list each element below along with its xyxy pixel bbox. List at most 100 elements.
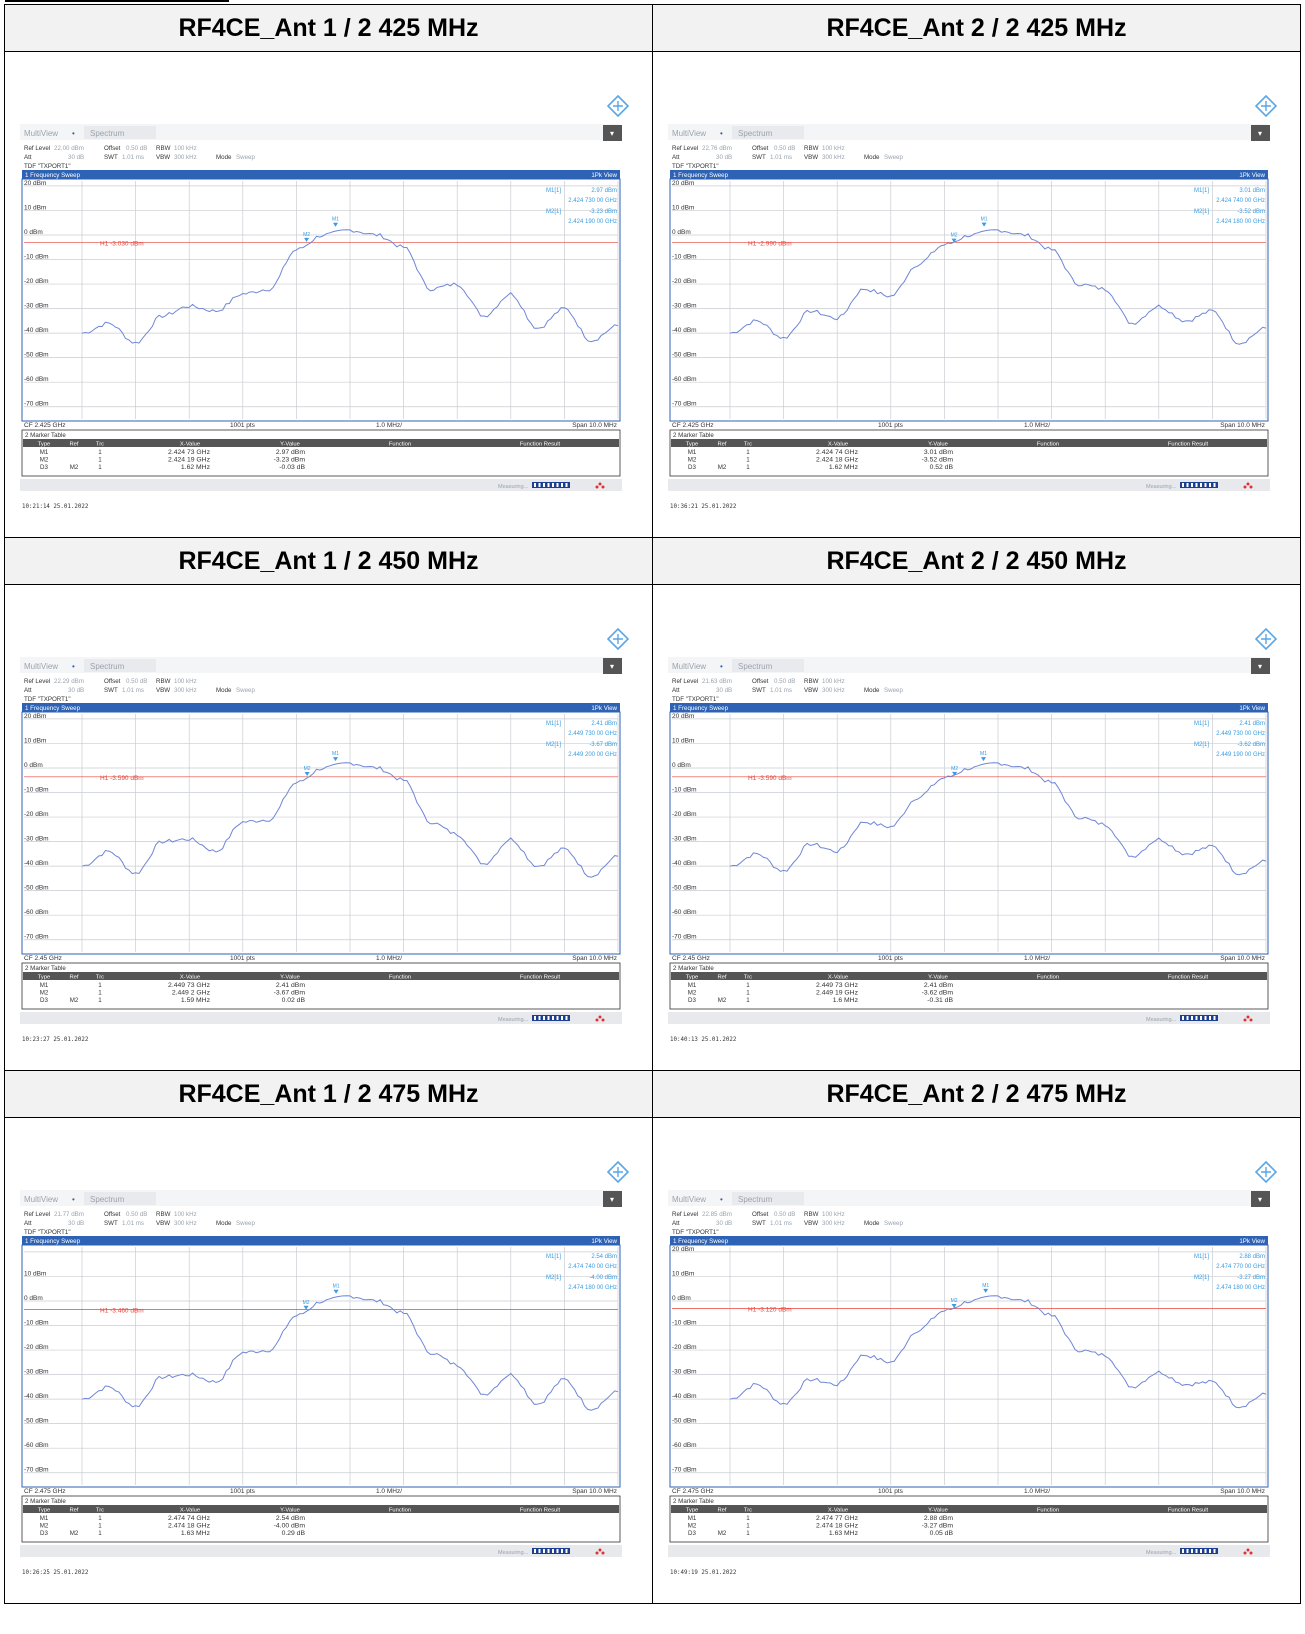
- sweep-header: [22, 1236, 620, 1245]
- timestamp: 10:36:21 25.01.2022: [670, 504, 736, 510]
- swt-value: 1.01 ms: [122, 687, 144, 694]
- tab-spectrum[interactable]: [84, 1192, 156, 1205]
- sweep-title: 1 Frequency Sweep: [25, 705, 81, 712]
- tab-spectrum[interactable]: [84, 126, 156, 139]
- m1-readout-freq: 2.424 740 00 GHz: [1216, 198, 1265, 204]
- analyzer-screenshot: MultiView • Spectrum ▾ Ref Level 22.76 dBm Off…: [668, 74, 1288, 514]
- m1-readout-level: 3.01 dBm: [1239, 188, 1265, 194]
- span-label: Span 10.0 MHz: [1220, 955, 1265, 962]
- span-label: Span 10.0 MHz: [1220, 422, 1265, 429]
- marker-table-title: 2 Marker Table: [25, 965, 66, 972]
- title-bar: [668, 124, 1268, 140]
- m2-readout-freq: 2.424 180 00 GHz: [1216, 219, 1265, 225]
- points-label: 1001 pts: [230, 955, 256, 962]
- marker-col-header: Ref: [717, 975, 726, 981]
- offset-value: 0.50 dB: [126, 678, 147, 685]
- m1-readout-name: M1[1]: [546, 188, 561, 194]
- panel-title: RF4CE_Ant 1 / 2 425 MHz: [4, 4, 653, 52]
- sweep-title: 1 Frequency Sweep: [673, 172, 729, 179]
- y-tick-label: -30 dBm: [24, 303, 49, 310]
- offset-label: Offset: [104, 1211, 121, 1218]
- marker-col-header: Ref: [69, 1508, 78, 1514]
- collapse-button[interactable]: [1251, 125, 1270, 141]
- marker-col-header: Trc: [744, 975, 752, 981]
- y-tick-label: 10 dBm: [672, 1270, 694, 1277]
- marker-row-trc: 1: [98, 1515, 102, 1522]
- m2-readout-name: M2[1]: [1194, 742, 1209, 748]
- plot-frame: [21, 1244, 621, 1488]
- att-label: Att: [672, 154, 680, 161]
- marker-row-x: 2.474 18 GHz: [816, 1523, 859, 1530]
- marker-row-y: 0.29 dB: [282, 1530, 306, 1537]
- marker-col-header: Function: [389, 442, 411, 448]
- marker-row-trc: 1: [98, 1530, 102, 1537]
- mode-value: Sweep: [884, 1220, 903, 1227]
- marker-row-ref: M2: [718, 997, 727, 1004]
- points-label: 1001 pts: [230, 1488, 256, 1495]
- measuring-status: Measuring...: [1146, 484, 1177, 490]
- ref-level-label: Ref Level: [672, 1211, 698, 1218]
- marker-col-header: Type: [38, 1508, 51, 1514]
- y-tick-label: 0 dBm: [672, 762, 691, 769]
- h1-label: H1 -3.120 dBm: [748, 1307, 792, 1314]
- analyzer-svg: MultiView • Spectrum ▾ Ref Level 21.63 dBm Off…: [668, 627, 1278, 1043]
- panel-cell: MultiView • Spectrum ▾ Ref Level 21.77 dBm Off…: [4, 1117, 653, 1604]
- marker-row-y: -4.00 dBm: [274, 1523, 306, 1530]
- marker-row-y: 2.41 dBm: [924, 982, 953, 989]
- marker-label: M2: [303, 1300, 310, 1306]
- pk-view-label: 1Pk View: [1239, 705, 1265, 712]
- marker-label: M1: [332, 217, 339, 223]
- y-tick-label: -70 dBm: [672, 934, 697, 941]
- y-tick-label: -40 dBm: [24, 860, 49, 867]
- status-bar: [668, 1012, 1270, 1024]
- att-label: Att: [24, 1220, 32, 1227]
- marker-point: [951, 1304, 957, 1309]
- sweep-title: 1 Frequency Sweep: [25, 172, 81, 179]
- marker-col-header: Ref: [69, 442, 78, 448]
- offset-value: 0.50 dB: [774, 678, 795, 685]
- tab-spectrum[interactable]: [84, 659, 156, 672]
- marker-row-type: D3: [40, 997, 48, 1004]
- marker-row-type: D3: [40, 464, 48, 471]
- marker-row-type: M1: [40, 1515, 49, 1522]
- y-tick-label: -30 dBm: [672, 1369, 697, 1376]
- att-label: Att: [24, 687, 32, 694]
- plot-frame: [21, 711, 621, 955]
- y-tick-label: -40 dBm: [24, 1393, 49, 1400]
- rbw-value: 100 kHz: [174, 678, 197, 685]
- tab-spectrum[interactable]: [732, 659, 804, 672]
- span-label: Span 10.0 MHz: [1220, 1488, 1265, 1495]
- att-value: 30 dB: [68, 687, 84, 694]
- trace-line: [81, 229, 619, 344]
- collapse-button[interactable]: [1251, 1191, 1270, 1207]
- collapse-button[interactable]: [603, 125, 622, 141]
- marker-label: M2: [303, 232, 310, 238]
- marker-row-y: -3.23 dBm: [274, 457, 306, 464]
- plot-frame: [21, 178, 621, 422]
- tab-spectrum[interactable]: [732, 1192, 804, 1205]
- collapse-button[interactable]: [1251, 658, 1270, 674]
- marker-col-header: X-Value: [180, 975, 200, 981]
- center-frequency: CF 2.475 GHz: [24, 1488, 66, 1495]
- marker-table-header: [23, 439, 619, 447]
- collapse-button[interactable]: [603, 658, 622, 674]
- tab-multiview: MultiView: [672, 1195, 706, 1204]
- analyzer-screenshot: MultiView • Spectrum ▾ Ref Level 22.29 dBm Off…: [20, 607, 640, 1047]
- tab-spectrum[interactable]: [732, 126, 804, 139]
- sweep-title: 1 Frequency Sweep: [25, 1238, 81, 1245]
- analyzer-svg: MultiView • Spectrum ▾ Ref Level 22.76 dBm Off…: [668, 94, 1278, 510]
- rs-logo-icon: [1254, 1160, 1278, 1184]
- marker-col-header: X-Value: [180, 442, 200, 448]
- collapse-button[interactable]: [603, 1191, 622, 1207]
- m2-readout-name: M2[1]: [546, 742, 561, 748]
- status-bar: [668, 1545, 1270, 1557]
- ref-level-value: 22.00 dBm: [54, 145, 84, 152]
- title-bar: [20, 1190, 620, 1206]
- tdf-label: TDF "TXPORT1": [672, 1229, 719, 1236]
- swt-label: SWT: [752, 687, 766, 694]
- marker-col-header: Trc: [96, 1508, 104, 1514]
- panel-title: RF4CE_Ant 2 / 2 450 MHz: [652, 537, 1301, 585]
- y-tick-label: 0 dBm: [24, 1295, 43, 1302]
- marker-table-title: 2 Marker Table: [25, 1498, 66, 1505]
- m1-readout-name: M1[1]: [546, 721, 561, 727]
